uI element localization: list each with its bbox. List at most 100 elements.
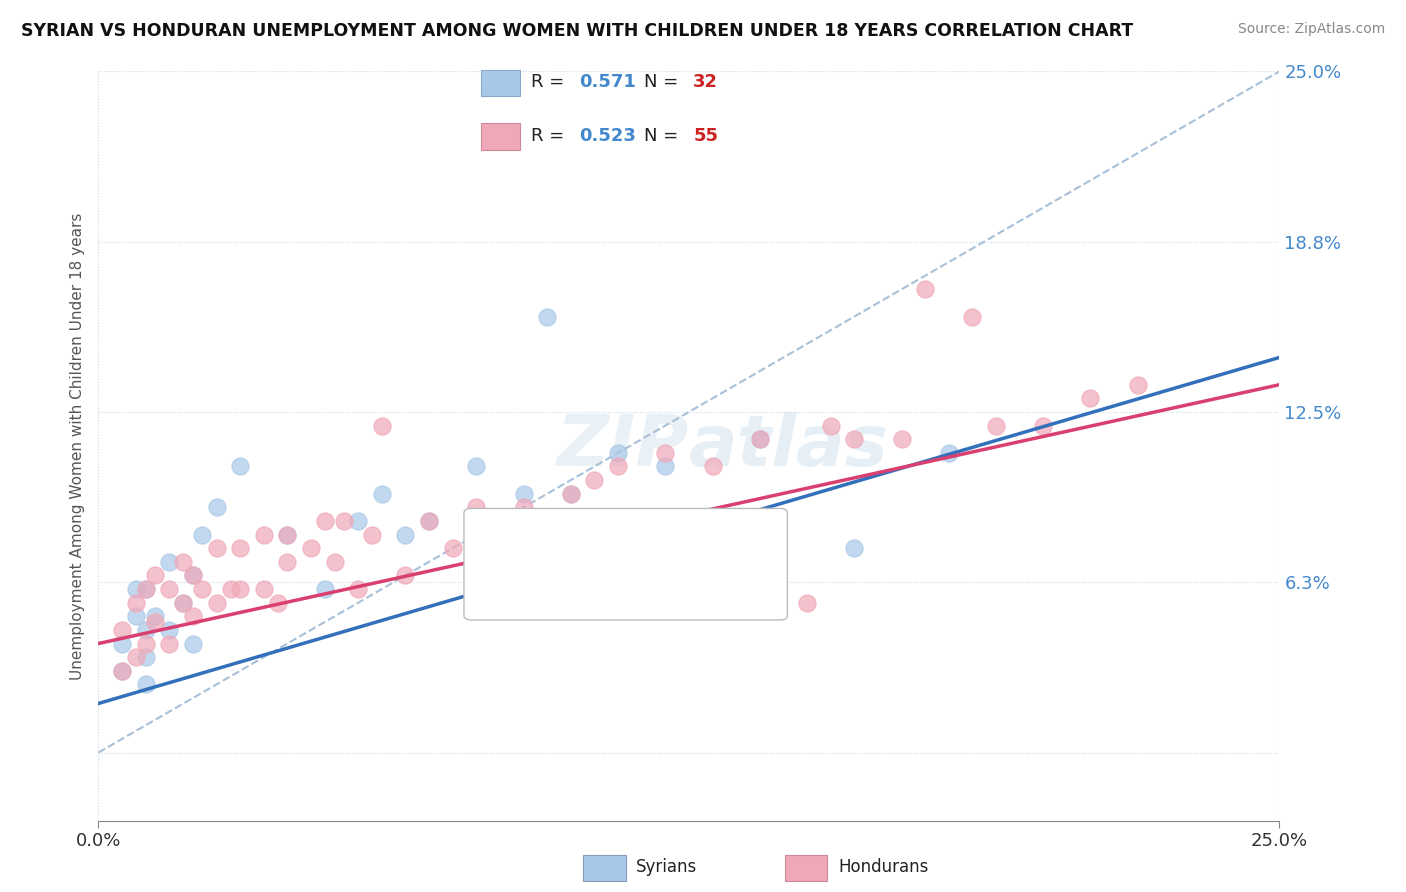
Point (157, 623, 180, 637)
Text: Source: ZipAtlas.com: Source: ZipAtlas.com (1237, 22, 1385, 37)
Point (914, 282, 936, 296)
Point (111, 636, 134, 650)
Point (172, 596, 194, 610)
Point (205, 541, 228, 556)
Point (394, 527, 416, 541)
Point (135, 677, 157, 691)
Text: R =: R = (531, 73, 571, 91)
Point (229, 459, 252, 474)
Point (181, 568, 204, 582)
Point (276, 555, 298, 569)
Point (111, 664, 134, 678)
Point (125, 596, 148, 610)
Text: Syrians: Syrians (636, 858, 697, 876)
Point (607, 459, 630, 474)
Point (394, 568, 416, 582)
Point (219, 582, 242, 596)
Point (191, 582, 214, 596)
Point (560, 486, 582, 500)
Point (748, 432, 770, 446)
Point (962, 310, 984, 324)
Text: ZIP: ZIP (557, 411, 689, 481)
Point (938, 446, 960, 460)
Point (654, 459, 676, 474)
Point (323, 555, 346, 569)
Text: 0.571: 0.571 (579, 73, 636, 91)
Text: 55: 55 (693, 127, 718, 145)
Point (111, 664, 134, 678)
Point (135, 650, 157, 665)
Text: atlas: atlas (689, 411, 889, 481)
Point (125, 650, 148, 665)
Point (229, 541, 252, 556)
Point (347, 514, 370, 528)
Point (560, 486, 582, 500)
Point (796, 596, 818, 610)
Point (890, 432, 912, 446)
Point (299, 541, 322, 556)
Point (253, 582, 276, 596)
Point (489, 541, 512, 556)
Point (512, 486, 534, 500)
Point (135, 582, 157, 596)
Point (143, 568, 166, 582)
Point (157, 636, 180, 650)
Point (172, 555, 194, 569)
Point (820, 418, 842, 433)
Point (191, 527, 214, 541)
Text: SYRIAN VS HONDURAN UNEMPLOYMENT AMONG WOMEN WITH CHILDREN UNDER 18 YEARS CORRELA: SYRIAN VS HONDURAN UNEMPLOYMENT AMONG WO… (21, 22, 1133, 40)
Point (314, 582, 336, 596)
Point (465, 500, 488, 515)
Point (418, 514, 440, 528)
Point (844, 432, 866, 446)
Point (205, 500, 228, 515)
Point (314, 514, 336, 528)
Point (143, 615, 166, 629)
Point (229, 582, 252, 596)
Point (654, 446, 676, 460)
Point (253, 527, 276, 541)
Point (157, 555, 180, 569)
Point (607, 446, 630, 460)
Point (371, 486, 394, 500)
Point (371, 418, 394, 433)
Y-axis label: Unemployment Among Women with Children Under 18 years: Unemployment Among Women with Children U… (69, 212, 84, 680)
Point (844, 541, 866, 556)
Point (267, 596, 290, 610)
Point (347, 582, 370, 596)
Point (181, 636, 204, 650)
Point (536, 310, 558, 324)
Point (418, 514, 440, 528)
Point (361, 527, 384, 541)
Point (333, 514, 356, 528)
Point (111, 623, 134, 637)
Point (143, 609, 166, 624)
Point (536, 541, 558, 556)
Point (181, 568, 204, 582)
Point (748, 432, 770, 446)
Text: N =: N = (644, 127, 683, 145)
Point (984, 418, 1007, 433)
Text: N =: N = (644, 73, 683, 91)
Point (512, 500, 534, 515)
Point (702, 459, 724, 474)
Point (276, 527, 298, 541)
Point (135, 623, 157, 637)
Point (135, 582, 157, 596)
Point (125, 609, 148, 624)
Point (135, 636, 157, 650)
Point (1032, 418, 1054, 433)
Text: 32: 32 (693, 73, 718, 91)
Point (172, 596, 194, 610)
Point (583, 473, 606, 487)
Point (1080, 392, 1102, 406)
Point (276, 527, 298, 541)
Point (205, 596, 228, 610)
Text: R =: R = (531, 127, 571, 145)
Point (441, 541, 464, 556)
Point (465, 459, 488, 474)
Point (125, 582, 148, 596)
Text: 0.523: 0.523 (579, 127, 636, 145)
Point (157, 582, 180, 596)
Point (181, 609, 204, 624)
